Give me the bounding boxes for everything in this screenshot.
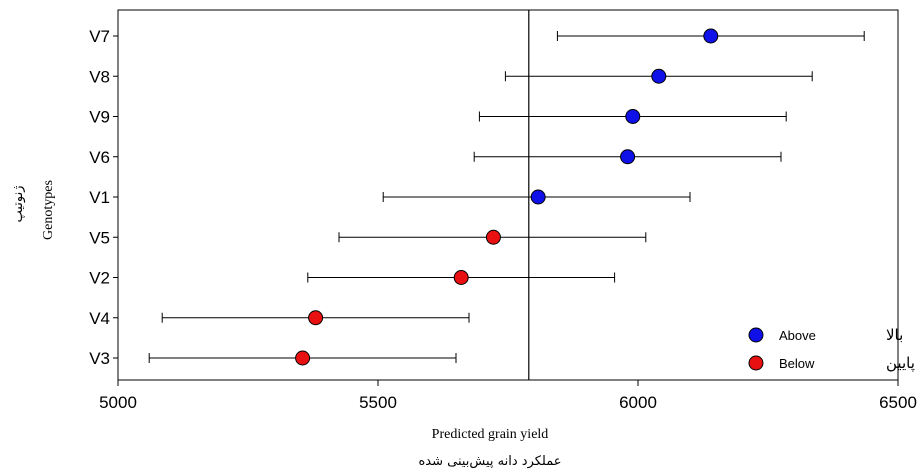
y-tick-label: V2: [89, 269, 110, 288]
x-tick-label: 5500: [359, 393, 397, 412]
y-axis-title-persian: ژنوتیپ: [11, 186, 26, 223]
legend-label-fa-below: پایین: [886, 354, 915, 373]
y-tick-label: V6: [89, 148, 110, 167]
data-point: [530, 189, 546, 205]
plot-frame: [117, 9, 899, 381]
data-point: [308, 310, 324, 326]
data-point: [485, 229, 501, 245]
legend-label-above: Above: [779, 328, 816, 343]
y-tick-label: V3: [89, 349, 110, 368]
data-point: [295, 350, 311, 366]
y-tick-label: V8: [89, 67, 110, 86]
data-point: [453, 270, 469, 285]
data-point: [651, 68, 667, 84]
data-point: [625, 109, 641, 124]
data-point: [703, 28, 719, 44]
x-tick-label: 6000: [619, 393, 657, 412]
y-tick-label: V5: [89, 228, 110, 247]
y-tick-label: V1: [89, 188, 110, 207]
y-tick-label: V9: [89, 108, 110, 127]
x-tick-label: 6500: [879, 393, 917, 412]
legend-label-below: Below: [779, 356, 815, 371]
legend-label-fa-above: بالا: [886, 326, 903, 344]
data-point: [620, 149, 636, 165]
y-tick-label: V4: [89, 309, 110, 328]
legend-marker-above: [748, 327, 764, 343]
x-axis-title: Predicted grain yield: [432, 427, 549, 442]
y-axis-title: Genotypes: [41, 180, 56, 240]
y-tick-label: V7: [89, 27, 110, 46]
x-tick-label: 5000: [99, 393, 137, 412]
legend-marker-below: [748, 355, 764, 371]
x-axis-title-persian: عملکرد دانه پیش‌بینی شده: [418, 454, 561, 469]
